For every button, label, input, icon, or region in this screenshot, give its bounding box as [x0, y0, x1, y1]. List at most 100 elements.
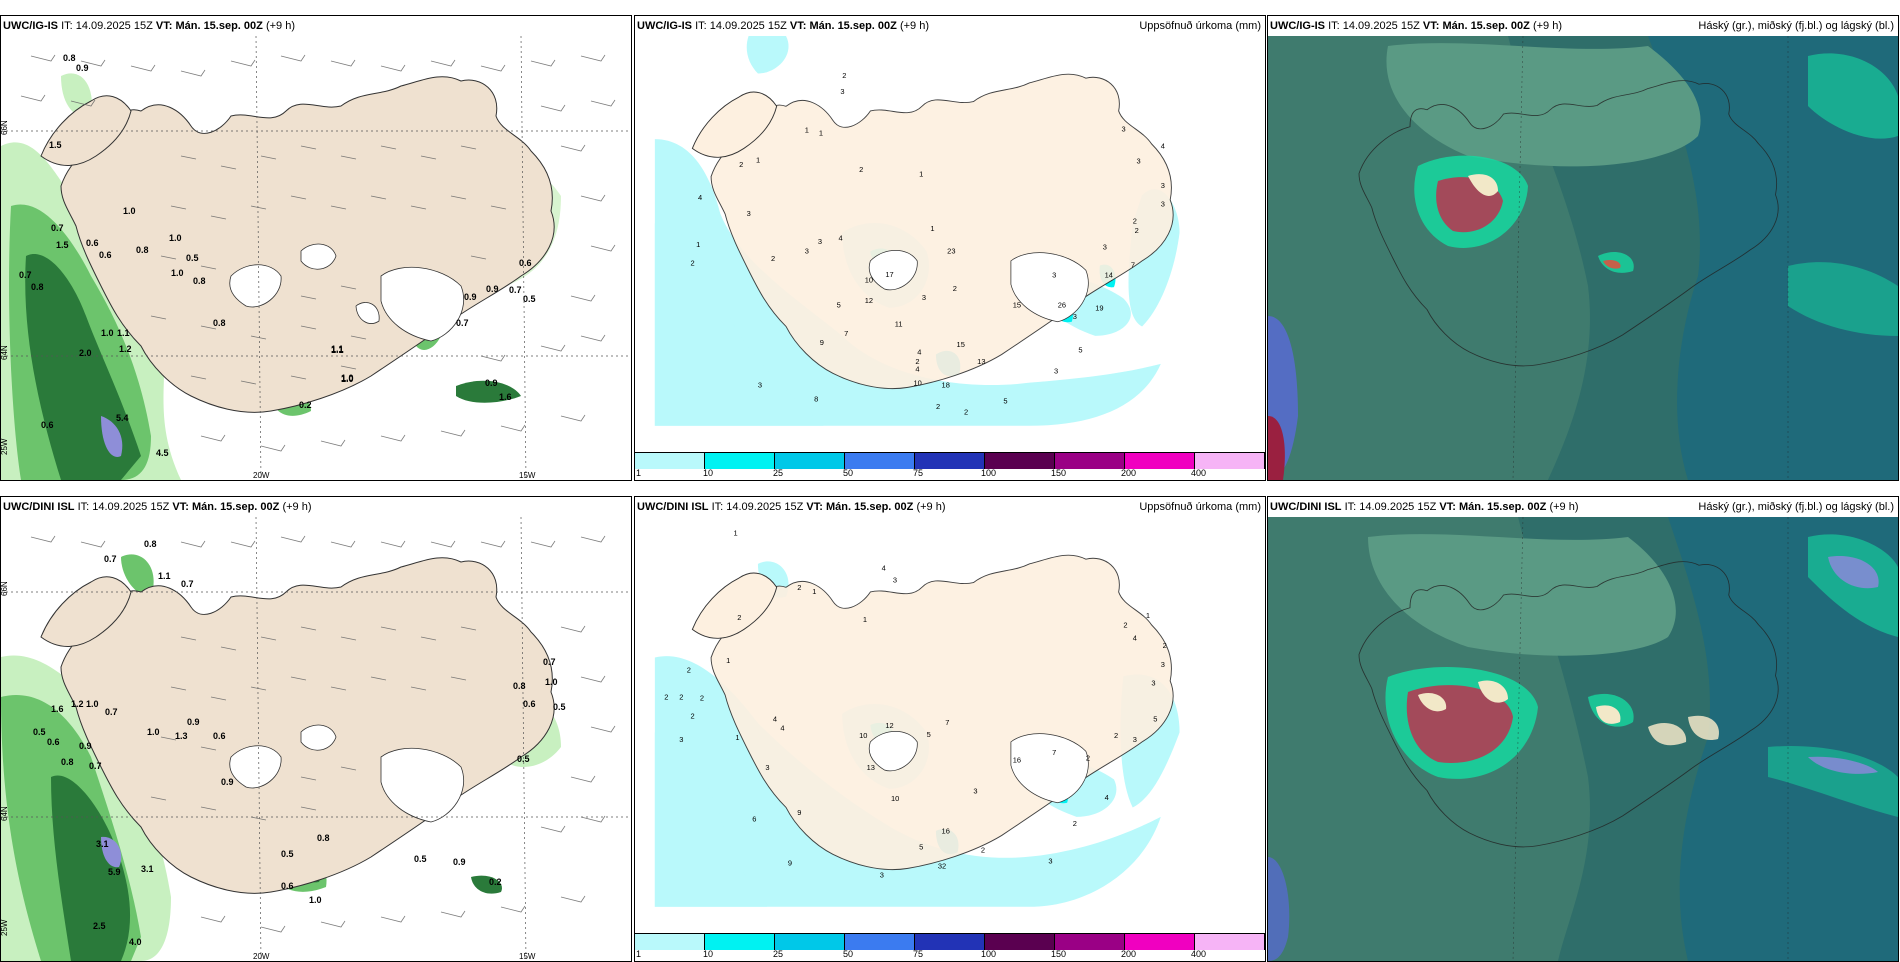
vt-label: VT: — [806, 501, 823, 513]
wind-value: 1.0 — [123, 206, 136, 216]
wind-map: 0.8 0.7 1.1 0.7 1.6 1.2 1.0 0.7 0.5 0.6 … — [1, 517, 631, 961]
colorbar-swatch — [985, 453, 1055, 469]
precip-value: 15 — [1013, 301, 1021, 310]
colorbar-tick: 10 — [703, 949, 714, 959]
svg-text:20W: 20W — [253, 952, 270, 961]
precip-value: 1 — [819, 128, 823, 137]
glaciers — [229, 724, 464, 823]
wind-value: 0.8 — [61, 757, 74, 767]
wind-value: 5.4 — [116, 413, 129, 423]
precip-value: 17 — [885, 270, 893, 279]
glaciers — [868, 249, 1089, 323]
valid-time: Mán. 15.sep. 00Z — [825, 501, 914, 513]
panel-header: UWC/IG-IS IT: 14.09.2025 15Z VT: Mán. 15… — [1, 16, 631, 36]
wind-value: 1.0 — [341, 373, 354, 383]
precip-value: 1 — [930, 224, 934, 233]
grid-lines — [1, 517, 631, 961]
lead-time: (+9 h) — [916, 501, 946, 513]
precip-value: 5 — [927, 730, 931, 739]
vt-label: VT: — [1439, 501, 1456, 513]
precip-value: 2 — [842, 71, 846, 80]
precip-value: 1 — [1146, 611, 1150, 620]
colorbar-tick: 150 — [1051, 468, 1067, 478]
wind-value: 0.7 — [181, 579, 194, 589]
westfjords — [691, 91, 778, 158]
wind-value: 3.1 — [96, 839, 109, 849]
iceland-outline — [1358, 80, 1779, 367]
colorbar-swatch — [775, 453, 845, 469]
model-name: UWC/IG-IS — [3, 20, 58, 32]
wind-value: 1.6 — [499, 392, 512, 402]
wind-value: 1.0 — [171, 268, 184, 278]
lead-time: (+9 h) — [282, 501, 312, 513]
precip-colorbar: 1 10 25 50 75 100 150 200 400 — [635, 452, 1265, 480]
precip-value: 4 — [915, 364, 919, 373]
wind-value: 0.7 — [105, 707, 118, 717]
colorbar-tick: 75 — [913, 949, 924, 959]
precip-value: 1 — [919, 170, 923, 179]
wind-value: 4.5 — [156, 448, 169, 458]
wind-value: 1.2 — [119, 344, 132, 354]
panel-title: Uppsöfnuð úrkoma (mm) — [1139, 20, 1261, 32]
precip-value: 3 — [1161, 200, 1165, 209]
model-name: UWC/IG-IS — [637, 20, 692, 32]
precip-value: 15 — [957, 340, 965, 349]
precip-value: 2 — [964, 408, 968, 417]
vt-label: VT: — [1422, 20, 1440, 32]
vt-label: VT: — [789, 20, 807, 32]
precip-value: 4 — [1105, 793, 1109, 802]
panel-cloud-igis: UWC/IG-IS IT: 14.09.2025 15Z VT: Mán. 15… — [1267, 15, 1899, 481]
precip-colorbar: 1 10 25 50 75 100 150 200 400 — [635, 933, 1265, 961]
colorbar-tick: 25 — [773, 949, 784, 959]
precip-value: 4 — [917, 348, 921, 357]
precip-value: 3 — [765, 763, 769, 772]
it-label: IT: — [77, 501, 90, 513]
wind-value: 0.8 — [193, 276, 206, 286]
wind-value: 0.8 — [31, 282, 44, 292]
precip-value: 1 — [696, 240, 700, 249]
cloud-map — [1268, 36, 1898, 480]
it-label: IT: — [61, 20, 73, 32]
precip-value: 3 — [1054, 366, 1058, 375]
wind-value: 0.9 — [187, 717, 200, 727]
precip-value: 3 — [818, 237, 822, 246]
precip-value: 7 — [945, 718, 949, 727]
wind-value: 0.9 — [221, 777, 234, 787]
wind-value: 0.5 — [517, 754, 530, 764]
svg-text:64N: 64N — [1, 806, 9, 821]
colorbar-swatch — [775, 934, 845, 950]
precip-value: 5 — [1003, 396, 1007, 405]
westfjords — [40, 576, 132, 647]
panel-header: UWC/IG-IS IT: 14.09.2025 15Z VT: Mán. 15… — [635, 16, 1265, 36]
precip-value: 2 — [953, 284, 957, 293]
lead-time: (+9 h) — [265, 20, 295, 32]
precip-value: 26 — [1058, 301, 1066, 310]
precip-value: 2 — [687, 666, 691, 675]
panel-header: UWC/DINI ISL IT: 14.09.2025 15Z VT: Mán.… — [1, 497, 631, 517]
precip-value: 3 — [973, 786, 977, 795]
precip-value: 1 — [863, 615, 867, 624]
precip-value: 2 — [936, 402, 940, 411]
precip-value: 3 — [1136, 156, 1140, 165]
precip-value: 3 — [1103, 243, 1107, 252]
precip-value: 5 — [919, 843, 923, 852]
precip-value: 2 — [690, 259, 694, 268]
precip-value: 7 — [844, 329, 848, 338]
wind-value: 0.8 — [136, 245, 149, 255]
model-name: UWC/DINI ISL — [637, 501, 709, 513]
precip-value: 10 — [913, 378, 921, 387]
precip-value: 13 — [977, 357, 985, 366]
precip-value: 1 — [756, 155, 760, 164]
valid-time: Mán. 15.sep. 00Z — [809, 20, 897, 32]
wind-value: 1.2 — [71, 699, 84, 709]
precip-value: 9 — [797, 808, 801, 817]
precip-value: 3 — [805, 246, 809, 255]
wind-value: 0.5 — [414, 854, 427, 864]
precip-value: 5 — [1153, 714, 1157, 723]
wind-value: 5.9 — [108, 867, 121, 877]
colorbar-swatch — [1125, 453, 1195, 469]
precip-value: 3 — [840, 87, 844, 96]
wind-value: 1.0 — [341, 374, 354, 384]
precip-value: 19 — [1095, 304, 1103, 313]
wind-value: 0.7 — [543, 657, 556, 667]
